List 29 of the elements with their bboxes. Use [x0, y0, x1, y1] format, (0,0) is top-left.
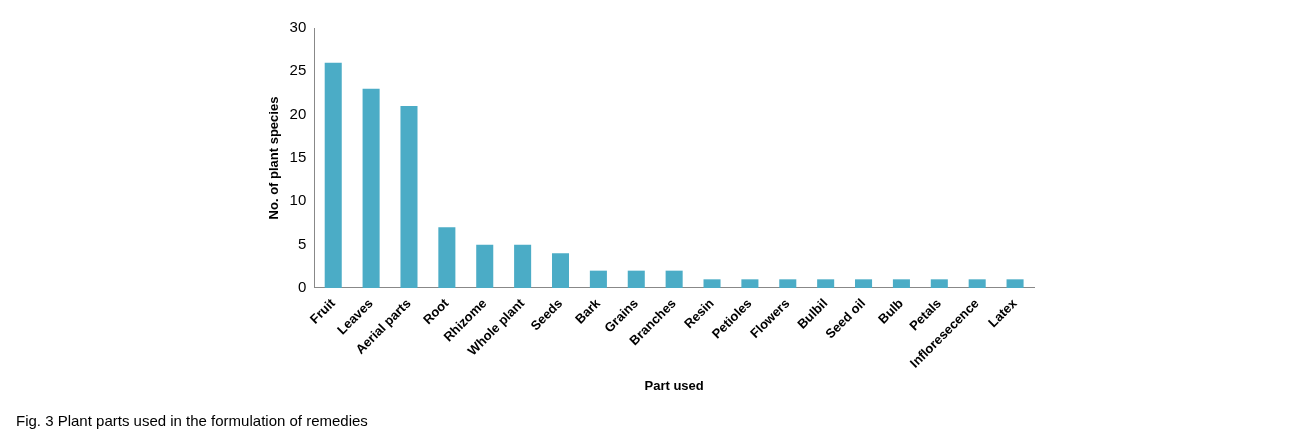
caption: Fig. 3 Plant parts used in the formulation of remedies — [15, 411, 369, 431]
x-axis-title: Part used — [644, 377, 704, 393]
y-tick-label: 25 — [289, 61, 307, 79]
bar — [589, 270, 607, 288]
bar — [438, 227, 456, 288]
y-tick-label: 5 — [297, 234, 307, 252]
bar — [703, 279, 721, 288]
y-tick-label: 10 — [289, 191, 307, 209]
bar — [514, 244, 532, 288]
bar — [400, 106, 418, 288]
bar — [476, 244, 494, 288]
y-tick-label: 30 — [289, 18, 307, 36]
bar — [741, 279, 759, 288]
bar — [362, 88, 380, 288]
bar — [930, 279, 948, 288]
bar — [1006, 279, 1024, 288]
bar — [892, 279, 910, 288]
bar — [665, 270, 683, 288]
bar — [817, 279, 835, 288]
bar — [627, 270, 645, 288]
bar — [855, 279, 873, 288]
bar — [968, 279, 986, 288]
bar — [324, 62, 342, 288]
y-axis-title: No. of plant species — [266, 96, 282, 220]
y-tick-label: 0 — [297, 278, 307, 296]
y-tick-label: 20 — [289, 104, 307, 122]
bar — [551, 253, 570, 288]
bar — [779, 279, 797, 288]
y-tick-label: 15 — [289, 148, 307, 166]
